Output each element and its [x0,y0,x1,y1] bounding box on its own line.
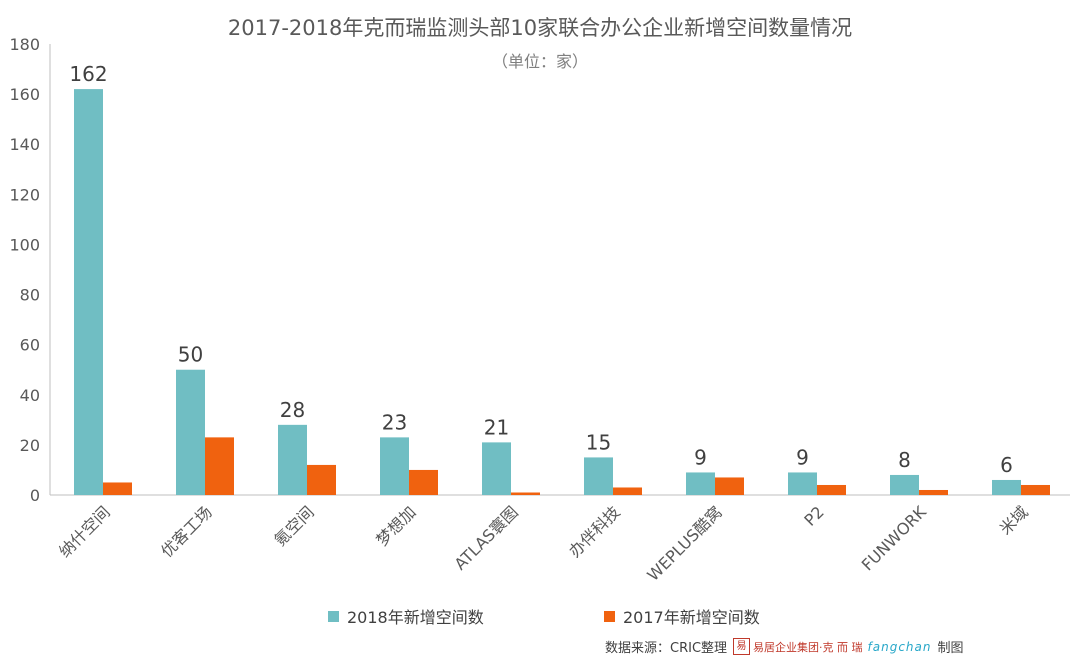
bar-2017 [613,487,642,495]
y-tick-label: 0 [30,486,40,505]
bar-2018 [176,369,205,495]
bar-2018 [278,424,307,495]
data-label: 9 [694,445,707,469]
bar-2017 [103,482,132,495]
y-tick-label: 80 [20,286,40,305]
bar-2017 [715,477,744,495]
data-label: 9 [796,445,809,469]
bar-2017 [307,464,336,495]
bar-2017 [409,469,438,495]
logo-mark: 易 [733,638,751,655]
y-tick-label: 20 [20,436,40,455]
data-label: 23 [382,410,407,434]
y-tick-label: 180 [9,35,40,54]
y-tick-label: 40 [20,386,40,405]
x-tick-label: ATLAS寰图 [450,502,521,573]
bar-2018 [686,472,715,495]
bar-2017 [1021,484,1050,495]
data-label: 6 [1000,453,1013,477]
bar-chart: 0 20 40 60 80 100 120 140 160 180 162 纳什空间 50 优客工场 28 氪… [9,35,1070,585]
chart-title: 2017-2018年克而瑞监测头部10家联合办公企业新增空间数量情况 [227,16,853,40]
x-tick-label: FUNWORK [858,502,930,574]
data-source: 数据来源：CRIC整理 易 易居企业集团·克 而 瑞 fangchan 制图 [605,637,964,656]
bar-2017 [919,489,948,495]
legend-item-2017: 2017年新增空间数 [604,604,760,628]
x-tick-label: 优客工场 [157,502,216,561]
y-tick-label: 160 [9,85,40,104]
y-tick-label: 140 [9,135,40,154]
x-tick-label: 梦想加 [372,502,419,549]
source-suffix: 制图 [937,641,964,656]
y-tick-label: 100 [9,235,40,254]
bar-2017 [817,484,846,495]
bar-2018 [584,457,613,495]
x-tick-label: 纳什空间 [55,502,114,561]
legend-item-2018: 2018年新增空间数 [328,604,484,628]
x-tick-label: 米域 [996,502,1032,538]
source-label: 数据来源：CRIC整理 [605,641,728,656]
fangchan-logo: fangchan [867,639,932,654]
data-label: 28 [280,398,305,422]
y-tick-label: 60 [20,336,40,355]
bar-2018 [380,437,409,495]
bar-2017 [205,437,234,495]
x-tick-label: 办伴科技 [565,502,624,561]
legend-swatch-2017 [604,610,615,622]
bar-2018 [992,479,1021,495]
x-tick-label: WEPLUS酷窝 [643,502,725,584]
logo-text: 易居企业集团·克 而 瑞 [753,640,863,654]
data-label: 15 [586,430,611,454]
bar-2018 [482,442,511,495]
bar-2018 [74,89,103,495]
data-label: 50 [178,343,203,367]
bar-2018 [788,472,817,495]
bar-2018 [890,474,919,495]
data-label: 162 [69,62,107,86]
data-label: 8 [898,448,911,472]
legend-label-2017: 2017年新增空间数 [623,608,760,627]
chart-subtitle: （单位：家） [491,52,588,71]
bar-2017 [511,492,540,495]
legend-swatch-2018 [328,610,339,622]
legend-label-2018: 2018年新增空间数 [347,608,484,627]
x-tick-label: P2 [800,502,827,529]
y-tick-label: 120 [9,185,40,204]
x-tick-label: 氪空间 [270,502,317,549]
data-label: 21 [484,415,509,439]
